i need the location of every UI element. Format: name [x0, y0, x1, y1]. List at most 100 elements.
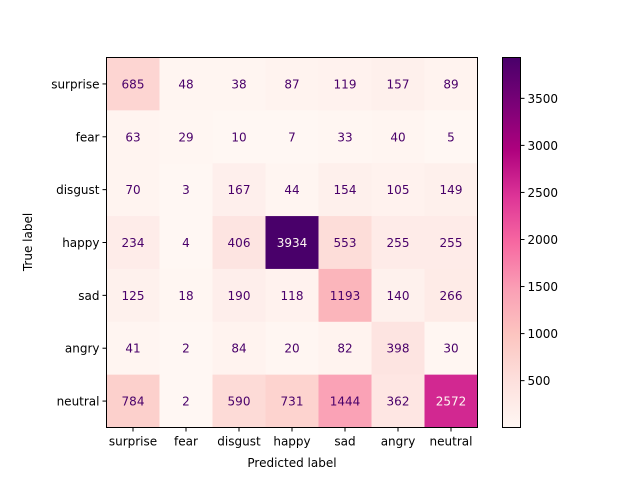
heatmap-cell	[212, 216, 266, 270]
cell-value-label: 87	[284, 77, 299, 91]
cell-value-label: 40	[390, 130, 405, 144]
cell-value-label: 255	[387, 236, 410, 250]
cell-value-label: 140	[387, 289, 410, 303]
cell-value-label: 5	[447, 130, 455, 144]
heatmap-cell	[159, 57, 213, 111]
heatmap-cell	[106, 216, 160, 270]
heatmap-cell	[371, 163, 425, 217]
heatmap-cell	[371, 57, 425, 111]
heatmap-cell	[265, 163, 319, 217]
cell-value-label: 2	[182, 342, 190, 356]
cell-value-label: 119	[334, 77, 357, 91]
cell-value-label: 784	[122, 395, 145, 409]
heatmap-cell	[212, 110, 266, 164]
cell-value-label: 154	[334, 183, 357, 197]
y-tick-label: surprise	[51, 77, 99, 91]
heatmap-cell	[265, 321, 319, 376]
heatmap-cell	[106, 163, 160, 217]
cell-value-label: 685	[122, 77, 145, 91]
heatmap-cell	[265, 374, 319, 428]
cell-value-label: 84	[231, 342, 246, 356]
y-tick-label: fear	[76, 130, 100, 144]
cell-value-label: 590	[228, 395, 251, 409]
heatmap-cell	[371, 374, 425, 428]
heatmap-cell	[159, 216, 213, 270]
cell-value-label: 105	[387, 183, 410, 197]
cell-value-label: 3	[182, 183, 190, 197]
cell-value-label: 157	[387, 77, 410, 91]
x-tick-label: disgust	[217, 435, 261, 449]
colorbar	[502, 57, 521, 428]
x-axis-label: Predicted label	[247, 456, 336, 470]
heatmap-cell	[318, 110, 372, 164]
cell-value-label: 41	[125, 342, 140, 356]
heatmap-cell	[159, 321, 213, 376]
heatmap-cell	[318, 268, 372, 323]
cell-value-label: 10	[231, 130, 246, 144]
cell-value-label: 44	[284, 183, 299, 197]
cell-value-label: 118	[281, 289, 304, 303]
y-tick-label: angry	[65, 342, 100, 356]
cell-value-label: 7	[288, 130, 296, 144]
cell-value-label: 731	[281, 395, 304, 409]
heatmap-cell	[159, 268, 213, 323]
cell-value-label: 2	[182, 395, 190, 409]
heatmap-cell	[318, 57, 372, 111]
colorbar-tick-label: 500	[528, 374, 551, 388]
heatmap-cell	[371, 268, 425, 323]
heatmap-cell	[106, 57, 160, 111]
heatmap-cell	[424, 268, 478, 323]
heatmap-cell	[106, 374, 160, 428]
colorbar-ticks: 500 1000 1500 2000 2500 3000 3500	[520, 92, 559, 388]
colorbar-tick-label: 3000	[528, 139, 559, 153]
cell-value-label: 362	[387, 395, 410, 409]
x-tick-label: neutral	[430, 435, 473, 449]
colorbar-tick-label: 1000	[528, 327, 559, 341]
cell-value-label: 70	[125, 183, 140, 197]
heatmap-cell	[318, 321, 372, 376]
heatmap-cell	[265, 57, 319, 111]
cell-value-label: 190	[228, 289, 251, 303]
y-tick-label: happy	[62, 236, 99, 250]
cell-value-label: 406	[228, 236, 251, 250]
cell-value-label: 266	[440, 289, 463, 303]
colorbar-tick-label: 3500	[528, 92, 559, 106]
heatmap-cell	[265, 268, 319, 323]
y-tick-label: neutral	[57, 395, 100, 409]
y-axis-ticks: surprise fear disgust happy sad angry neutral	[51, 77, 107, 409]
cell-value-label: 398	[387, 342, 410, 356]
heatmap-cell	[212, 321, 266, 376]
colorbar-tick-label: 1500	[528, 280, 559, 294]
x-tick-label: happy	[273, 435, 310, 449]
cell-value-label: 48	[178, 77, 193, 91]
cell-value-label: 255	[440, 236, 463, 250]
heatmap-cell	[265, 110, 319, 164]
heatmap-cell	[371, 321, 425, 376]
y-tick-label: disgust	[56, 183, 100, 197]
heatmap-cell	[424, 57, 478, 111]
x-tick-label: fear	[174, 435, 198, 449]
heatmap-cell	[424, 321, 478, 376]
heatmap-cell	[212, 163, 266, 217]
cell-value-label: 30	[443, 342, 458, 356]
cell-value-label: 553	[334, 236, 357, 250]
cell-value-label: 2572	[436, 395, 467, 409]
heatmap-cell	[159, 163, 213, 217]
heatmap-cells: 685 48 38 87 119 157 89 63 29 10 7 33 40 5 70 3 167 44 154…	[106, 57, 478, 428]
cell-value-label: 82	[337, 342, 352, 356]
cell-value-label: 18	[178, 289, 193, 303]
cell-value-label: 1444	[330, 395, 361, 409]
heatmap-cell	[212, 268, 266, 323]
cell-value-label: 1193	[330, 289, 361, 303]
heatmap-cell	[318, 374, 372, 428]
x-tick-label: sad	[334, 435, 355, 449]
heatmap-cell	[318, 163, 372, 217]
cell-value-label: 167	[228, 183, 251, 197]
colorbar-tick-label: 2000	[528, 233, 559, 247]
heatmap-cell	[371, 110, 425, 164]
cell-value-label: 20	[284, 342, 299, 356]
heatmap-cell	[159, 110, 213, 164]
heatmap-cell	[106, 268, 160, 323]
cell-value-label: 33	[337, 130, 352, 144]
